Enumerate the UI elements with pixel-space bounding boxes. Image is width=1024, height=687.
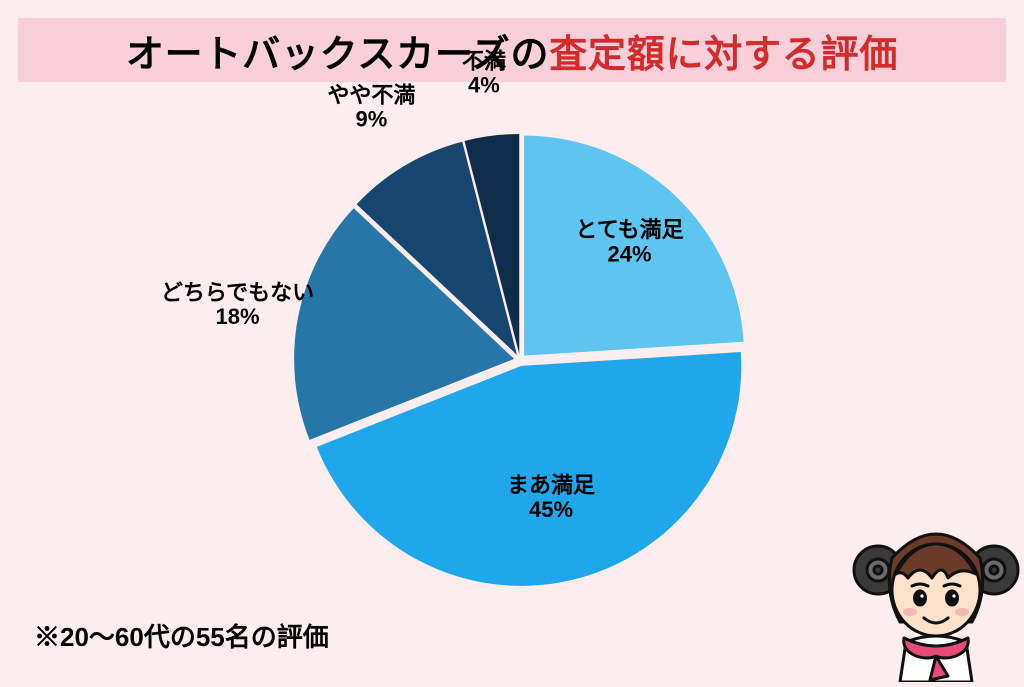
svg-text:どちらでもない: どちらでもない (161, 280, 314, 305)
svg-text:18%: 18% (215, 304, 259, 329)
svg-text:24%: 24% (608, 241, 652, 266)
svg-text:やや不満: やや不満 (327, 82, 415, 107)
pie-slice-label: どちらでもない18% (161, 280, 314, 329)
svg-text:45%: 45% (529, 497, 573, 522)
footnote-text: ※20～60代の55名の評価 (34, 622, 329, 652)
footnote: ※20～60代の55名の評価 (34, 617, 329, 654)
pie-slice-label: 不満4% (462, 48, 506, 97)
page-title: オートバックスカーズの査定額に対する評価 (126, 23, 898, 78)
svg-text:とても満足: とても満足 (575, 217, 683, 242)
title-bar: オートバックスカーズの査定額に対する評価 (18, 18, 1006, 82)
svg-text:9%: 9% (355, 107, 387, 132)
pie-chart: とても満足24%まあ満足45%どちらでもない18%やや不満9%不満4% (280, 120, 760, 600)
title-highlight: 査定額に対する評価 (549, 34, 898, 76)
svg-text:不満: 不満 (462, 48, 506, 73)
mascot-svg (852, 504, 1020, 682)
pie-slice-label: やや不満9% (327, 82, 415, 131)
svg-text:4%: 4% (468, 73, 500, 98)
svg-text:まあ満足: まあ満足 (507, 473, 595, 498)
mascot-character (852, 504, 1020, 682)
pie-chart-svg: とても満足24%まあ満足45%どちらでもない18%やや不満9%不満4% (280, 120, 760, 600)
